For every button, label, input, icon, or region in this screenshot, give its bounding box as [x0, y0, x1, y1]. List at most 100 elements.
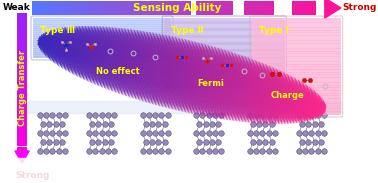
Bar: [252, 47, 341, 49]
Ellipse shape: [90, 26, 101, 83]
Bar: [252, 30, 341, 33]
Bar: [181, 1, 182, 15]
Bar: [164, 47, 285, 48]
Bar: [35, 1, 36, 15]
Bar: [139, 1, 140, 15]
Ellipse shape: [77, 26, 87, 77]
Bar: [259, 1, 260, 15]
Bar: [268, 1, 269, 15]
Bar: [33, 56, 171, 57]
Bar: [17, 20, 27, 21]
Bar: [195, 1, 197, 15]
Bar: [141, 1, 142, 15]
Bar: [252, 95, 341, 97]
Text: Strong: Strong: [343, 3, 377, 12]
Bar: [17, 27, 27, 28]
Bar: [17, 36, 27, 38]
Ellipse shape: [124, 30, 136, 96]
Bar: [33, 46, 171, 47]
Bar: [252, 85, 341, 87]
Bar: [17, 106, 27, 107]
Bar: [269, 1, 270, 15]
Bar: [33, 27, 171, 29]
Bar: [33, 33, 171, 34]
Bar: [164, 82, 285, 83]
Ellipse shape: [235, 57, 247, 121]
Bar: [17, 61, 27, 62]
Bar: [33, 45, 171, 46]
Bar: [17, 108, 27, 109]
Bar: [128, 1, 129, 15]
Ellipse shape: [65, 26, 74, 70]
Bar: [33, 53, 171, 55]
Bar: [307, 1, 308, 15]
Ellipse shape: [259, 66, 270, 124]
Bar: [116, 1, 117, 15]
Bar: [17, 29, 27, 30]
Bar: [164, 41, 285, 42]
Ellipse shape: [108, 28, 120, 90]
Bar: [202, 1, 203, 15]
Ellipse shape: [107, 28, 119, 89]
Bar: [17, 13, 27, 15]
Bar: [90, 1, 91, 15]
Bar: [17, 130, 27, 131]
Bar: [17, 67, 27, 68]
Ellipse shape: [222, 53, 234, 119]
Ellipse shape: [287, 78, 296, 124]
Bar: [33, 42, 171, 43]
Bar: [252, 50, 341, 52]
Ellipse shape: [146, 34, 160, 103]
Bar: [164, 44, 285, 46]
Bar: [17, 40, 27, 41]
Bar: [17, 122, 27, 123]
Bar: [17, 88, 27, 89]
Bar: [75, 1, 76, 15]
Bar: [255, 1, 256, 15]
Ellipse shape: [171, 39, 184, 109]
Bar: [53, 1, 54, 15]
Bar: [180, 1, 181, 15]
Bar: [164, 58, 285, 60]
Bar: [17, 36, 27, 37]
Bar: [17, 104, 27, 105]
Ellipse shape: [159, 36, 173, 106]
Bar: [17, 42, 27, 43]
Bar: [187, 1, 189, 15]
Bar: [252, 79, 341, 81]
Bar: [33, 55, 171, 56]
Ellipse shape: [178, 40, 192, 111]
Ellipse shape: [136, 32, 150, 100]
Bar: [17, 105, 27, 106]
Bar: [138, 1, 139, 15]
Ellipse shape: [56, 27, 63, 64]
Bar: [185, 1, 186, 15]
Bar: [266, 1, 267, 15]
Bar: [298, 1, 299, 15]
Ellipse shape: [210, 49, 223, 117]
Bar: [164, 36, 285, 38]
Bar: [17, 45, 27, 46]
Bar: [252, 35, 341, 37]
Bar: [17, 127, 27, 128]
Bar: [152, 1, 153, 15]
Bar: [33, 47, 171, 48]
Bar: [209, 1, 210, 15]
Bar: [33, 49, 171, 50]
Ellipse shape: [119, 29, 132, 94]
Bar: [164, 70, 285, 72]
Bar: [252, 58, 341, 60]
Bar: [71, 1, 72, 15]
Bar: [45, 1, 46, 15]
Bar: [135, 1, 136, 15]
Bar: [17, 77, 27, 78]
Bar: [240, 1, 241, 15]
Bar: [17, 16, 27, 17]
Ellipse shape: [203, 47, 216, 116]
Bar: [17, 143, 27, 144]
Bar: [17, 42, 27, 44]
Bar: [17, 85, 27, 86]
Ellipse shape: [310, 92, 316, 121]
Bar: [33, 37, 171, 38]
Ellipse shape: [201, 46, 215, 116]
